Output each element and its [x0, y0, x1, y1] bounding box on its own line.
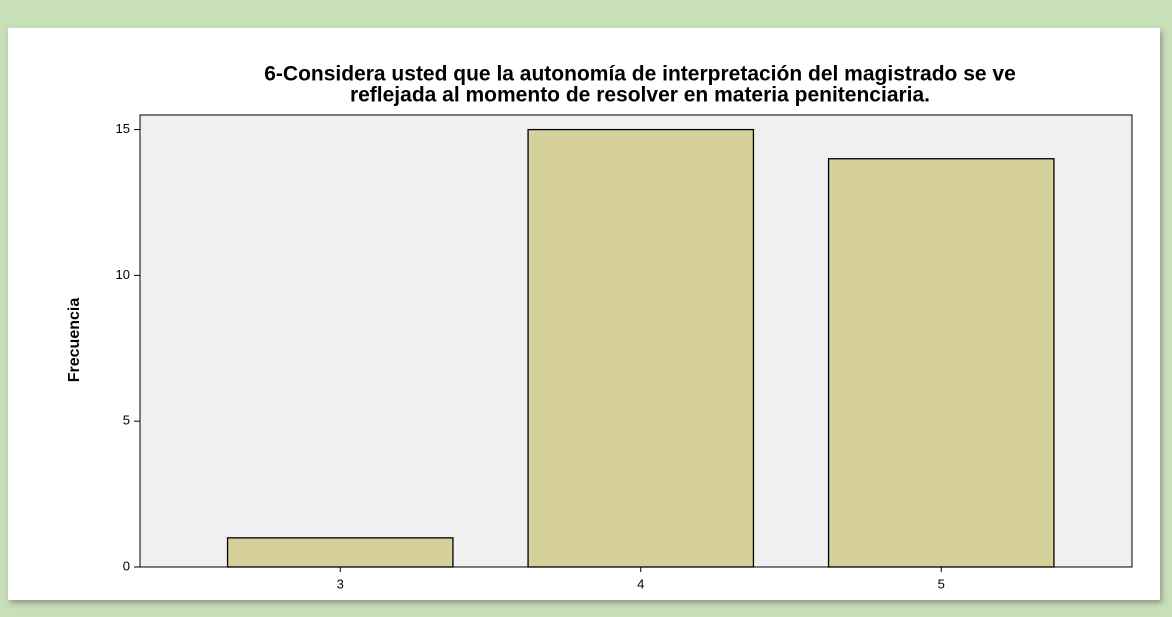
y-tick-label: 10: [116, 267, 130, 282]
y-tick-label: 5: [123, 413, 130, 428]
y-axis-label: Frecuencia: [66, 298, 83, 383]
bar: [527, 128, 755, 568]
y-tick-label: 15: [116, 121, 130, 136]
chart-title: 6-Considera usted que la autonomía de in…: [264, 63, 1016, 86]
bar: [827, 158, 1055, 568]
chart-title: reflejada al momento de resolver en mate…: [350, 84, 930, 107]
y-tick-label: 0: [123, 558, 130, 573]
x-tick-label: 4: [637, 576, 644, 591]
x-tick-label: 5: [938, 576, 945, 591]
x-tick-label: 3: [337, 576, 344, 591]
bar: [226, 537, 454, 568]
